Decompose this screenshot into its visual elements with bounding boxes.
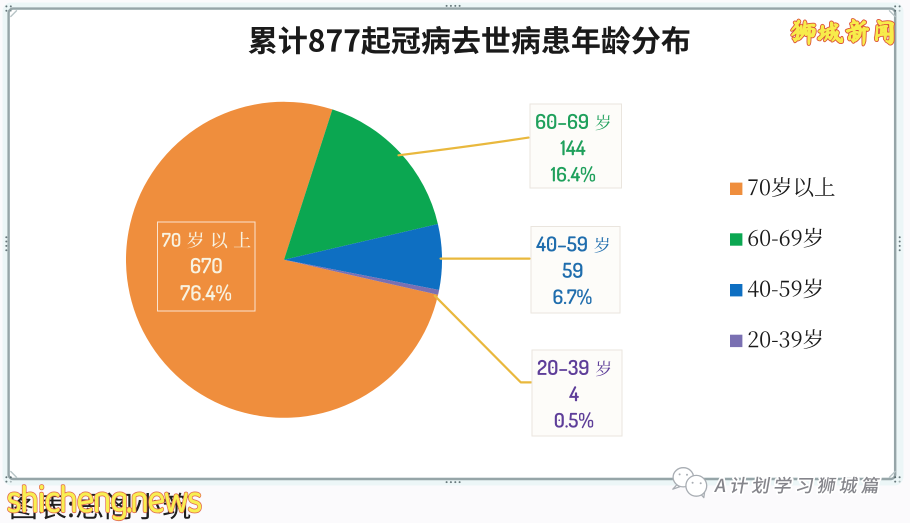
pie-slice-20-39岁 bbox=[284, 259, 440, 295]
callout-box-40-59 bbox=[530, 226, 621, 314]
legend-swatch-40-59 bbox=[730, 284, 743, 297]
legend-label-20-39 bbox=[748, 329, 822, 349]
legend-swatch-60-69 bbox=[730, 233, 743, 246]
chart-title bbox=[248, 25, 690, 55]
callout-box-60-69 bbox=[529, 103, 622, 189]
callout-box-60-69-text bbox=[536, 113, 610, 183]
pie-slice-60-69岁 bbox=[284, 109, 438, 260]
pie-slice-40-59岁 bbox=[284, 223, 443, 290]
watermark bbox=[7, 484, 202, 522]
brand-logo-fill bbox=[790, 18, 895, 46]
brand-logo bbox=[790, 18, 895, 47]
callout-line-60-69 bbox=[397, 136, 530, 157]
slice-label-70plus-box bbox=[157, 221, 256, 312]
wechat-account-text bbox=[712, 474, 882, 496]
legend-label-40-59 bbox=[747, 278, 822, 299]
pie-slices bbox=[125, 101, 443, 418]
callout-box-20-39-text bbox=[537, 359, 611, 429]
watermark-outline bbox=[7, 484, 202, 522]
wechat-account bbox=[712, 474, 882, 496]
slice-label-70plus-pct bbox=[180, 284, 232, 302]
pie-slice-70岁以上 bbox=[125, 101, 439, 418]
frame-border-line bbox=[7, 7, 897, 481]
frame-corner-chamfers bbox=[10, 10, 896, 478]
chart-legend bbox=[730, 177, 835, 349]
legend-swatch-70plus bbox=[730, 182, 743, 195]
legend-label-60-69 bbox=[748, 227, 822, 248]
slice-label-70plus-value bbox=[190, 257, 222, 274]
callout-line-20-39 bbox=[433, 294, 533, 384]
legend-swatch-20-39 bbox=[730, 334, 743, 348]
slice-label-70plus bbox=[157, 221, 256, 312]
callout-lines bbox=[397, 136, 533, 384]
callout-box-20-39 bbox=[531, 349, 623, 437]
slice-label-70plus-name bbox=[162, 231, 251, 249]
watermark-fill bbox=[7, 484, 202, 521]
callout-box-40-59-text bbox=[536, 236, 609, 305]
frame-screw-dots bbox=[5, 4, 901, 484]
wechat-logo-icon bbox=[672, 467, 708, 499]
